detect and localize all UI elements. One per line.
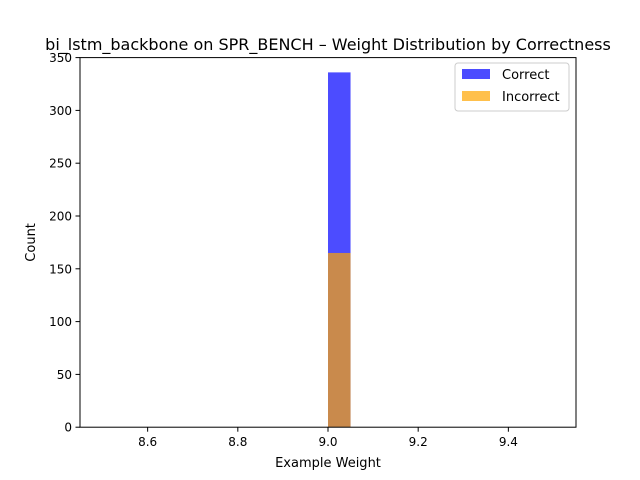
legend-swatch <box>462 91 490 101</box>
y-tick-label: 300 <box>49 104 72 118</box>
legend-label: Correct <box>502 68 549 83</box>
y-tick-label: 100 <box>49 315 72 329</box>
y-axis-label: Count <box>24 223 39 262</box>
x-axis-ticks: 8.6 8.8 9.0 9.2 9.4 <box>138 427 518 449</box>
y-tick-label: 350 <box>49 51 72 65</box>
x-tick-label: 8.8 <box>228 435 247 449</box>
x-tick-label: 9.2 <box>409 435 428 449</box>
x-tick-label: 9.0 <box>318 435 337 449</box>
y-tick-label: 0 <box>64 421 72 435</box>
legend: Correct Incorrect <box>454 62 570 112</box>
x-tick-label: 9.4 <box>499 435 518 449</box>
bar-incorrect-0 <box>328 252 351 428</box>
x-axis-label: Example Weight <box>275 456 381 471</box>
y-tick-label: 200 <box>49 210 72 224</box>
y-axis-ticks: 0 50 100 150 200 250 300 350 <box>49 51 80 435</box>
legend-swatch <box>462 69 490 79</box>
x-tick-label: 8.6 <box>138 435 157 449</box>
y-tick-label: 250 <box>49 157 72 171</box>
y-tick-label: 150 <box>49 262 72 276</box>
chart-title: bi_lstm_backbone on SPR_BENCH – Weight D… <box>45 35 611 55</box>
legend-label: Incorrect <box>502 90 560 105</box>
y-tick-label: 50 <box>57 368 72 382</box>
bars-layer <box>328 72 351 428</box>
